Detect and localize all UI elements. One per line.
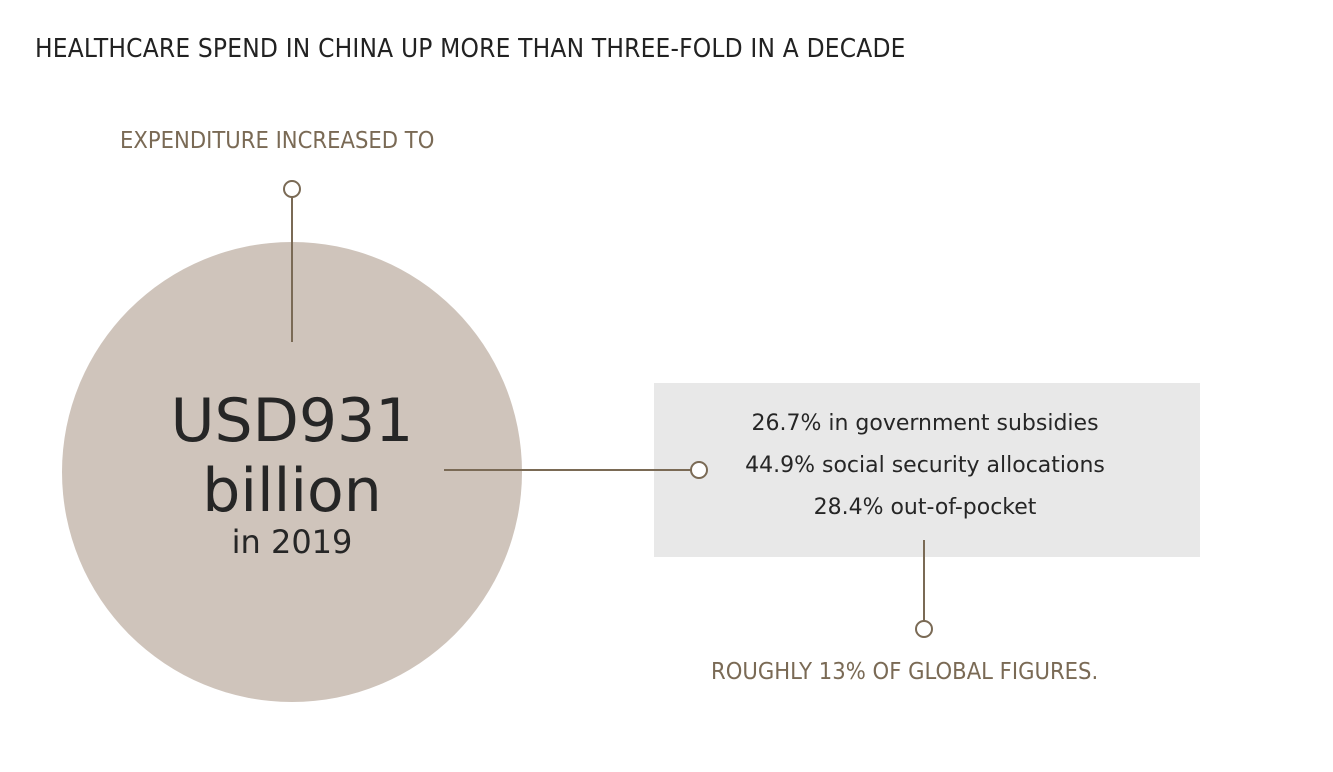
global-share-label: ROUGHLY 13% OF GLOBAL FIGURES. [711,659,1099,685]
amount-year: in 2019 [231,523,353,561]
breakdown-government-subsidies: 26.7% in government subsidies [751,411,1099,436]
breakdown-social-security: 44.9% social security allocations [745,453,1105,478]
amount-unit: billion [202,456,382,526]
top-connector-node [283,180,301,198]
amount-value: USD931 [170,386,414,456]
expenditure-label: EXPENDITURE INCREASED TO [120,128,435,154]
bottom-connector-node [915,620,933,638]
breakdown-box [654,383,1200,557]
breakdown-out-of-pocket: 28.4% out-of-pocket [813,495,1037,520]
middle-connector-node [690,461,708,479]
page-title: HEALTHCARE SPEND IN CHINA UP MORE THAN T… [35,34,906,64]
